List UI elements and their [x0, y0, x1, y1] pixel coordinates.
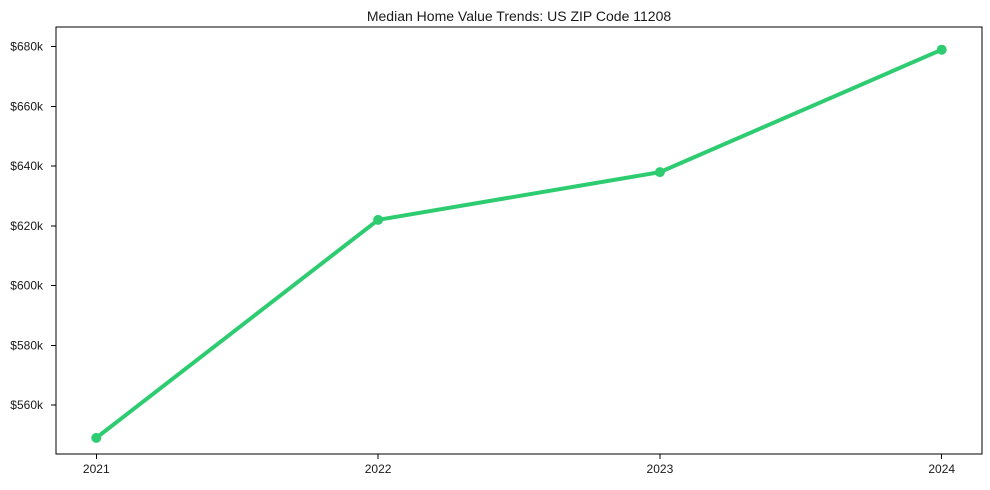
x-axis: 2021 2022 2023 2024	[83, 454, 955, 476]
data-point-2023	[654, 167, 665, 178]
data-point-2022	[373, 214, 384, 225]
x-tick-label: 2023	[647, 462, 674, 476]
y-tick-label: $640k	[10, 159, 44, 173]
y-tick-label: $620k	[10, 219, 44, 233]
data-point-2021	[91, 432, 102, 443]
x-tick-label: 2022	[365, 462, 392, 476]
data-point-2024	[936, 44, 947, 55]
y-tick-label: $680k	[10, 40, 44, 54]
trend-line	[94, 47, 944, 440]
y-tick-label: $580k	[10, 338, 44, 352]
x-tick-label: 2021	[83, 462, 110, 476]
y-axis: $560k $580k $600k $620k $640k $660k $680k	[10, 40, 56, 412]
y-tick-label: $600k	[10, 279, 44, 293]
x-tick-label: 2024	[928, 462, 955, 476]
y-tick-label: $660k	[10, 99, 44, 113]
y-tick-label: $560k	[10, 398, 44, 412]
chart-title: Median Home Value Trends: US ZIP Code 11…	[367, 8, 671, 24]
